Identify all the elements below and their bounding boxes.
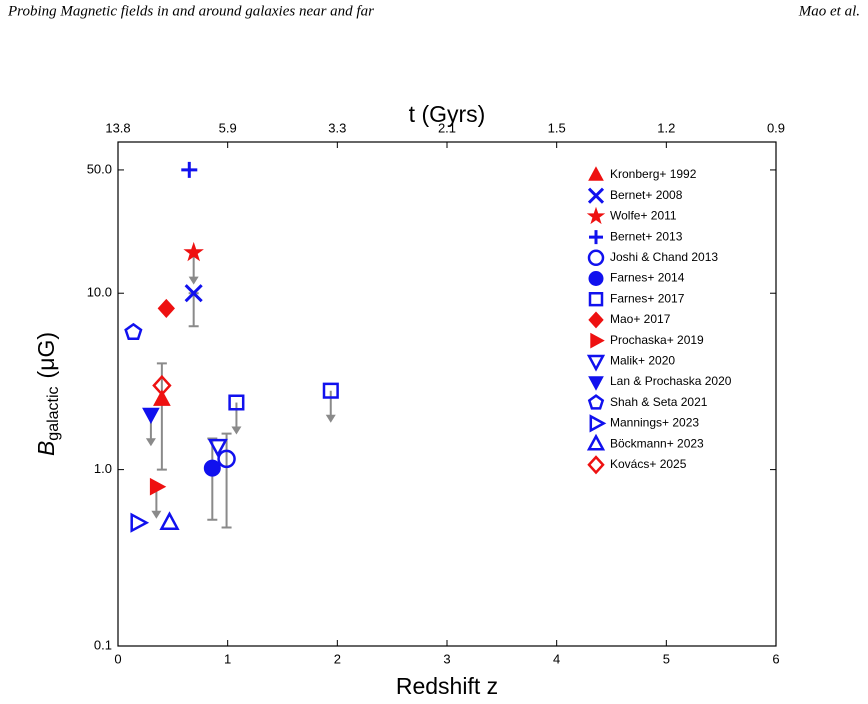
- data-point: [159, 511, 180, 530]
- x-tick-label: 5: [663, 651, 670, 666]
- legend-marker: [586, 354, 606, 372]
- x2-axis-label: t (Gyrs): [409, 101, 486, 127]
- legend-marker: [588, 271, 604, 286]
- legend-label: Mao+ 2017: [610, 312, 671, 326]
- data-point: [322, 382, 339, 399]
- legend-marker: [586, 206, 606, 225]
- data-point: [130, 512, 150, 533]
- legend-marker: [588, 166, 604, 181]
- error-bar: [221, 432, 232, 529]
- running-authors: Mao et al.: [798, 3, 860, 19]
- legend-label: Lan & Prochaska 2020: [610, 374, 732, 388]
- error-bar: [156, 362, 167, 471]
- x2-tick-label: 1.2: [657, 120, 675, 135]
- legend-marker: [589, 230, 603, 245]
- data-point: [149, 477, 167, 496]
- legend-marker: [588, 311, 604, 329]
- data-point: [181, 161, 198, 178]
- data-point: [207, 438, 228, 458]
- legend-label: Farnes+ 2017: [610, 291, 685, 305]
- legend-marker: [587, 455, 605, 475]
- x2-tick-label: 5.9: [219, 120, 237, 135]
- legend-marker: [587, 187, 605, 204]
- legend-marker: [587, 249, 605, 267]
- data-point: [183, 241, 204, 262]
- data-point: [228, 394, 245, 411]
- y-label-symbol: B: [33, 441, 59, 456]
- legend-label: Prochaska+ 2019: [610, 333, 704, 347]
- y-label-unit: (μG): [33, 332, 59, 378]
- x2-tick-label: 1.5: [548, 120, 566, 135]
- legend-label: Böckmann+ 2023: [610, 436, 704, 450]
- x-tick-label: 4: [553, 651, 560, 666]
- legend-label: Shah & Seta 2021: [610, 395, 708, 409]
- data-point: [184, 284, 203, 303]
- y-tick-label: 1.0: [94, 461, 112, 476]
- x2-tick-label: 0.9: [767, 120, 785, 135]
- x-tick-label: 3: [443, 651, 450, 666]
- upper-limit-arrowhead: [325, 414, 336, 423]
- data-point: [157, 298, 175, 318]
- y-axis-label: Bgalactic (μG): [33, 332, 62, 456]
- data-point: [124, 322, 143, 341]
- legend: Kronberg+ 1992 Bernet+ 2008 Wolfe+ 2011 Ber…: [586, 166, 732, 475]
- y-tick-label: 0.1: [94, 637, 112, 652]
- legend-label: Farnes+ 2014: [610, 271, 685, 285]
- legend-marker: [588, 376, 604, 391]
- data-point: [153, 389, 171, 406]
- legend-label: Kovács+ 2025: [610, 457, 687, 471]
- legend-label: Joshi & Chand 2013: [610, 250, 718, 264]
- x2-tick-label: 3.3: [328, 120, 346, 135]
- legend-label: Wolfe+ 2011: [610, 209, 677, 223]
- legend-marker: [586, 433, 606, 451]
- legend-marker: [590, 332, 605, 349]
- error-bar: [207, 437, 218, 521]
- y-tick-label: 10.0: [87, 285, 112, 300]
- upper-limit-arrowhead: [188, 276, 199, 285]
- x-axis-label: Redshift z: [396, 673, 498, 699]
- data-point: [152, 374, 172, 397]
- legend-marker: [588, 292, 604, 307]
- x-tick-label: 2: [334, 651, 341, 666]
- y-tick-label: 50.0: [87, 161, 112, 176]
- legend-label: Bernet+ 2013: [610, 229, 683, 243]
- legend-label: Mannings+ 2023: [610, 416, 699, 430]
- x-tick-label: 6: [772, 651, 779, 666]
- legend-marker: [587, 394, 605, 410]
- y-label-subscript: galactic: [45, 386, 62, 440]
- upper-limit-arrowhead: [231, 426, 242, 435]
- upper-limit-arrowhead: [151, 510, 162, 519]
- legend-label: Bernet+ 2008: [610, 188, 683, 202]
- data-point: [203, 459, 221, 477]
- legend-label: Kronberg+ 1992: [610, 167, 697, 181]
- upper-limit-arrowhead: [145, 438, 156, 447]
- data-point: [217, 449, 236, 469]
- data-point: [142, 407, 160, 425]
- x2-tick-label: 13.8: [105, 120, 130, 135]
- x-tick-label: 0: [114, 651, 121, 666]
- x2-tick-label: 2.1: [438, 120, 456, 135]
- running-title: Probing Magnetic fields in and around ga…: [7, 3, 374, 19]
- x-tick-label: 1: [224, 651, 231, 666]
- legend-marker: [589, 414, 607, 433]
- legend-label: Malik+ 2020: [610, 353, 675, 367]
